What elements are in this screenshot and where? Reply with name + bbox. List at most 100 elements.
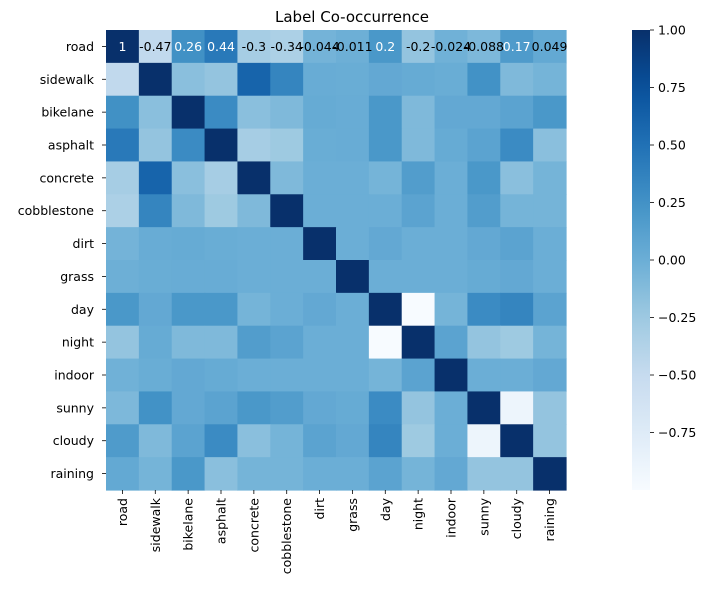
heatmap-cell-dirt-grass bbox=[336, 227, 370, 261]
heatmap-cell-grass-dirt bbox=[303, 260, 337, 294]
heatmap-cells bbox=[106, 30, 567, 491]
heatmap-cell-bikelane-day bbox=[368, 95, 403, 130]
heatmap-cell-sunny-cloudy bbox=[500, 391, 534, 425]
heatmap-cell-raining-asphalt bbox=[204, 457, 239, 491]
heatmap-cell-cloudy-asphalt bbox=[204, 424, 239, 458]
heatmap-cell-dirt-raining bbox=[533, 227, 567, 261]
heatmap-cell-concrete-asphalt bbox=[204, 161, 239, 195]
heatmap-cell-grass-bikelane bbox=[171, 260, 206, 294]
heatmap-cell-raining-bikelane bbox=[171, 457, 206, 491]
heatmap-cell-dirt-night bbox=[401, 227, 436, 261]
x-tick-label-sunny: sunny bbox=[476, 497, 491, 535]
heatmap-cell-night-dirt bbox=[303, 325, 337, 360]
heatmap-cell-indoor-asphalt bbox=[204, 358, 239, 393]
heatmap-cell-bikelane-dirt bbox=[303, 95, 337, 130]
chart-title: Label Co-occurrence bbox=[275, 8, 429, 26]
heatmap-cell-grass-raining bbox=[533, 260, 567, 294]
heatmap-cell-asphalt-night bbox=[401, 128, 436, 163]
heatmap-cell-bikelane-road bbox=[106, 95, 140, 130]
cell-annotation-sunny: -0.088 bbox=[464, 39, 504, 54]
heatmap-cell-raining-concrete bbox=[237, 457, 271, 491]
heatmap-cell-concrete-raining bbox=[533, 161, 567, 195]
heatmap-cell-sidewalk-bikelane bbox=[171, 62, 206, 97]
heatmap-cell-asphalt-cloudy bbox=[500, 128, 534, 163]
heatmap-cell-sunny-asphalt bbox=[204, 391, 239, 425]
heatmap-cell-dirt-dirt bbox=[303, 227, 337, 261]
heatmap-cell-raining-cloudy bbox=[500, 457, 534, 491]
heatmap-cell-cloudy-concrete bbox=[237, 424, 271, 458]
heatmap-cell-cloudy-sidewalk bbox=[138, 424, 173, 458]
heatmap-cell-sunny-sunny bbox=[467, 391, 501, 425]
heatmap-cell-sunny-bikelane bbox=[171, 391, 206, 425]
heatmap-cell-day-indoor bbox=[434, 292, 469, 327]
x-tick-label-grass: grass bbox=[345, 498, 360, 532]
heatmap-cell-road-concrete bbox=[237, 30, 271, 64]
cell-annotation-day: 0.2 bbox=[375, 39, 395, 54]
heatmap-cell-day-sunny bbox=[467, 292, 501, 327]
heatmap-cell-day-asphalt bbox=[204, 292, 239, 327]
heatmap-cell-sidewalk-raining bbox=[533, 62, 567, 97]
heatmap-cell-concrete-night bbox=[401, 161, 436, 195]
heatmap-cell-sunny-concrete bbox=[237, 391, 271, 425]
heatmap-cell-sidewalk-indoor bbox=[434, 62, 469, 97]
heatmap-cell-concrete-grass bbox=[336, 161, 370, 195]
heatmap-cell-cloudy-cobblestone bbox=[270, 424, 304, 458]
heatmap-cell-indoor-day bbox=[368, 358, 403, 393]
heatmap-cell-concrete-cloudy bbox=[500, 161, 534, 195]
heatmap-cell-bikelane-sidewalk bbox=[138, 95, 173, 130]
heatmap-cell-day-raining bbox=[533, 292, 567, 327]
cell-annotation-cloudy: 0.17 bbox=[503, 39, 531, 54]
heatmap-cell-concrete-cobblestone bbox=[270, 161, 304, 195]
heatmap-cell-cobblestone-indoor bbox=[434, 194, 469, 228]
heatmap-cell-asphalt-sidewalk bbox=[138, 128, 173, 163]
heatmap-cell-road-cobblestone bbox=[270, 30, 304, 64]
heatmap-cell-bikelane-sunny bbox=[467, 95, 501, 130]
heatmap-cell-cobblestone-grass bbox=[336, 194, 370, 228]
heatmap-cell-cobblestone-raining bbox=[533, 194, 567, 228]
heatmap-cell-raining-dirt bbox=[303, 457, 337, 491]
heatmap-cell-raining-sidewalk bbox=[138, 457, 173, 491]
heatmap-cell-dirt-asphalt bbox=[204, 227, 239, 261]
heatmap-cell-grass-indoor bbox=[434, 260, 469, 294]
heatmap-cell-grass-grass bbox=[336, 260, 370, 294]
heatmap-cell-sunny-cobblestone bbox=[270, 391, 304, 425]
cell-annotation-concrete: -0.3 bbox=[242, 39, 266, 54]
heatmap-cell-road-cloudy bbox=[500, 30, 534, 64]
heatmap-cell-road-sidewalk bbox=[138, 30, 173, 64]
heatmap-cell-bikelane-cloudy bbox=[500, 95, 534, 130]
heatmap-cell-cloudy-dirt bbox=[303, 424, 337, 458]
heatmap-cell-road-road bbox=[106, 30, 140, 64]
heatmap-cell-sunny-grass bbox=[336, 391, 370, 425]
heatmap-cell-grass-sidewalk bbox=[138, 260, 173, 294]
heatmap-cell-asphalt-asphalt bbox=[204, 128, 239, 163]
heatmap-cell-night-sunny bbox=[467, 325, 501, 360]
y-tick-label-sidewalk: sidewalk bbox=[40, 72, 95, 87]
x-tick-label-dirt: dirt bbox=[312, 498, 327, 520]
heatmap-cell-cobblestone-sidewalk bbox=[138, 194, 173, 228]
colorbar-tick-label: 0.25 bbox=[658, 195, 686, 210]
heatmap-cell-cloudy-indoor bbox=[434, 424, 469, 458]
heatmap-cell-road-sunny bbox=[467, 30, 501, 64]
heatmap-cell-raining-night bbox=[401, 457, 436, 491]
heatmap-cell-raining-raining bbox=[533, 457, 567, 491]
heatmap-cell-grass-concrete bbox=[237, 260, 271, 294]
heatmap-cell-bikelane-cobblestone bbox=[270, 95, 304, 130]
heatmap-cell-road-asphalt bbox=[204, 30, 239, 64]
x-tick-label-asphalt: asphalt bbox=[213, 498, 228, 544]
heatmap-cell-bikelane-night bbox=[401, 95, 436, 130]
heatmap-cell-concrete-bikelane bbox=[171, 161, 206, 195]
heatmap-cell-road-bikelane bbox=[171, 30, 206, 64]
heatmap-cell-cloudy-grass bbox=[336, 424, 370, 458]
heatmap-cell-night-indoor bbox=[434, 325, 469, 360]
heatmap-cell-indoor-raining bbox=[533, 358, 567, 393]
heatmap-cell-day-concrete bbox=[237, 292, 271, 327]
y-tick-label-raining: raining bbox=[50, 466, 94, 481]
heatmap-cell-sidewalk-grass bbox=[336, 62, 370, 97]
heatmap-cell-concrete-day bbox=[368, 161, 403, 195]
heatmap-cell-grass-cloudy bbox=[500, 260, 534, 294]
heatmap-cell-sidewalk-sunny bbox=[467, 62, 501, 97]
heatmap-cell-sidewalk-road bbox=[106, 62, 140, 97]
heatmap-cell-indoor-indoor bbox=[434, 358, 469, 393]
x-tick-label-road: road bbox=[115, 498, 130, 526]
